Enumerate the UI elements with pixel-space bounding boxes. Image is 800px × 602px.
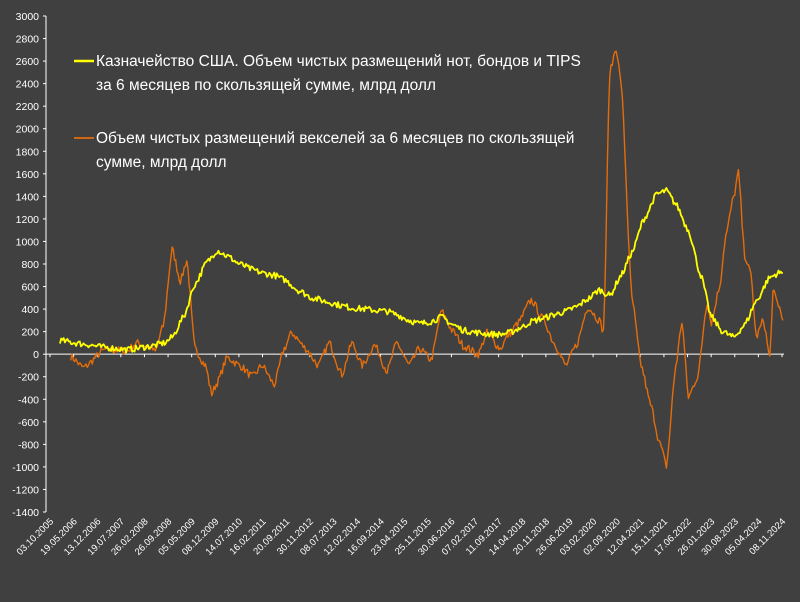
y-tick-label: 2200 bbox=[16, 101, 40, 113]
y-tick-label: 2600 bbox=[16, 56, 40, 68]
y-tick-label: 1400 bbox=[16, 191, 40, 203]
series-line-notes-bonds-tips bbox=[59, 187, 783, 354]
y-tick-label: 0 bbox=[33, 349, 39, 361]
y-tick-label: 400 bbox=[21, 304, 39, 316]
y-tick-label: -400 bbox=[18, 394, 39, 406]
y-tick-label: 800 bbox=[21, 259, 39, 271]
y-tick-labels: -1400 -1200 -1000 -800 -600 -400 -200 0 200 400 60… bbox=[12, 11, 46, 519]
series-line-bills bbox=[70, 50, 784, 469]
y-tick-label: 600 bbox=[21, 282, 39, 294]
x-tick-labels: 03.10.200519.05.200613.12.200619.07.2007… bbox=[15, 354, 788, 558]
y-tick-label: 1000 bbox=[16, 236, 40, 248]
y-tick-label: 2000 bbox=[16, 124, 40, 136]
y-tick-label: -1000 bbox=[12, 462, 39, 474]
y-tick-label: -1400 bbox=[12, 507, 39, 519]
y-tick-label: 1200 bbox=[16, 214, 40, 226]
series-lines bbox=[59, 50, 784, 469]
legend-label: за 6 месяцев по скользящей сумме, млрд д… bbox=[96, 77, 436, 94]
y-tick-label: 3000 bbox=[16, 11, 40, 23]
y-tick-label: -800 bbox=[18, 439, 39, 451]
y-tick-label: 1600 bbox=[16, 169, 40, 181]
y-tick-label: -1200 bbox=[12, 484, 39, 496]
y-tick-label: 1800 bbox=[16, 146, 40, 158]
legend-label: Объем чистых размещений векселей за 6 ме… bbox=[96, 130, 574, 147]
y-tick-label: -200 bbox=[18, 372, 39, 384]
y-tick-label: 200 bbox=[21, 327, 39, 339]
legend-label: сумме, млрд долл bbox=[96, 154, 227, 171]
y-tick-label: 2400 bbox=[16, 79, 40, 91]
y-tick-label: -600 bbox=[18, 417, 39, 429]
legend: Казначейство США. Объем чистых размещени… bbox=[74, 53, 581, 171]
y-tick-label: 2800 bbox=[16, 34, 40, 46]
legend-label: Казначейство США. Объем чистых размещени… bbox=[96, 53, 581, 70]
